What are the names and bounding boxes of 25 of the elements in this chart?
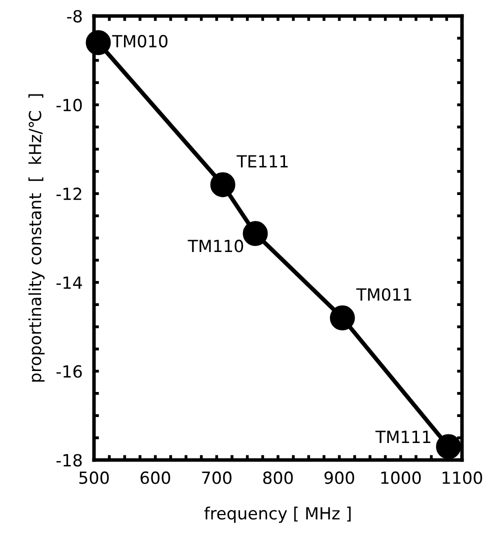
point: [86, 30, 111, 56]
y-tick-label: -14: [56, 276, 82, 289]
annotation: TM110: [188, 240, 244, 252]
x-tick-label: 1100: [442, 471, 482, 484]
y-axis-title: proportinality constant [ kHz/℃ ]: [28, 94, 45, 382]
y-tick-label: -18: [56, 454, 82, 467]
x-tick-label: 900: [324, 471, 354, 484]
x-tick-label: 800: [263, 471, 293, 484]
point: [436, 434, 462, 460]
x-tick-label: 700: [202, 471, 232, 484]
y-tick-label: -8: [67, 10, 82, 23]
x-tick-label: 500: [79, 471, 109, 484]
point: [210, 172, 236, 198]
y-tick-label: -10: [56, 98, 82, 112]
annotation: TM011: [356, 288, 412, 301]
annotation: TM010: [112, 34, 168, 48]
point: [330, 305, 355, 330]
y-tick-label: -12: [56, 188, 82, 200]
point: [242, 221, 268, 246]
x-axis-title: frequency [ MHz ]: [204, 506, 351, 523]
annotation: TM111: [375, 430, 430, 443]
y-tick-label: -16: [56, 365, 82, 378]
x-tick-label: 1000: [381, 471, 421, 484]
annotation: TE111: [236, 155, 288, 168]
x-tick-label: 600: [140, 471, 170, 484]
